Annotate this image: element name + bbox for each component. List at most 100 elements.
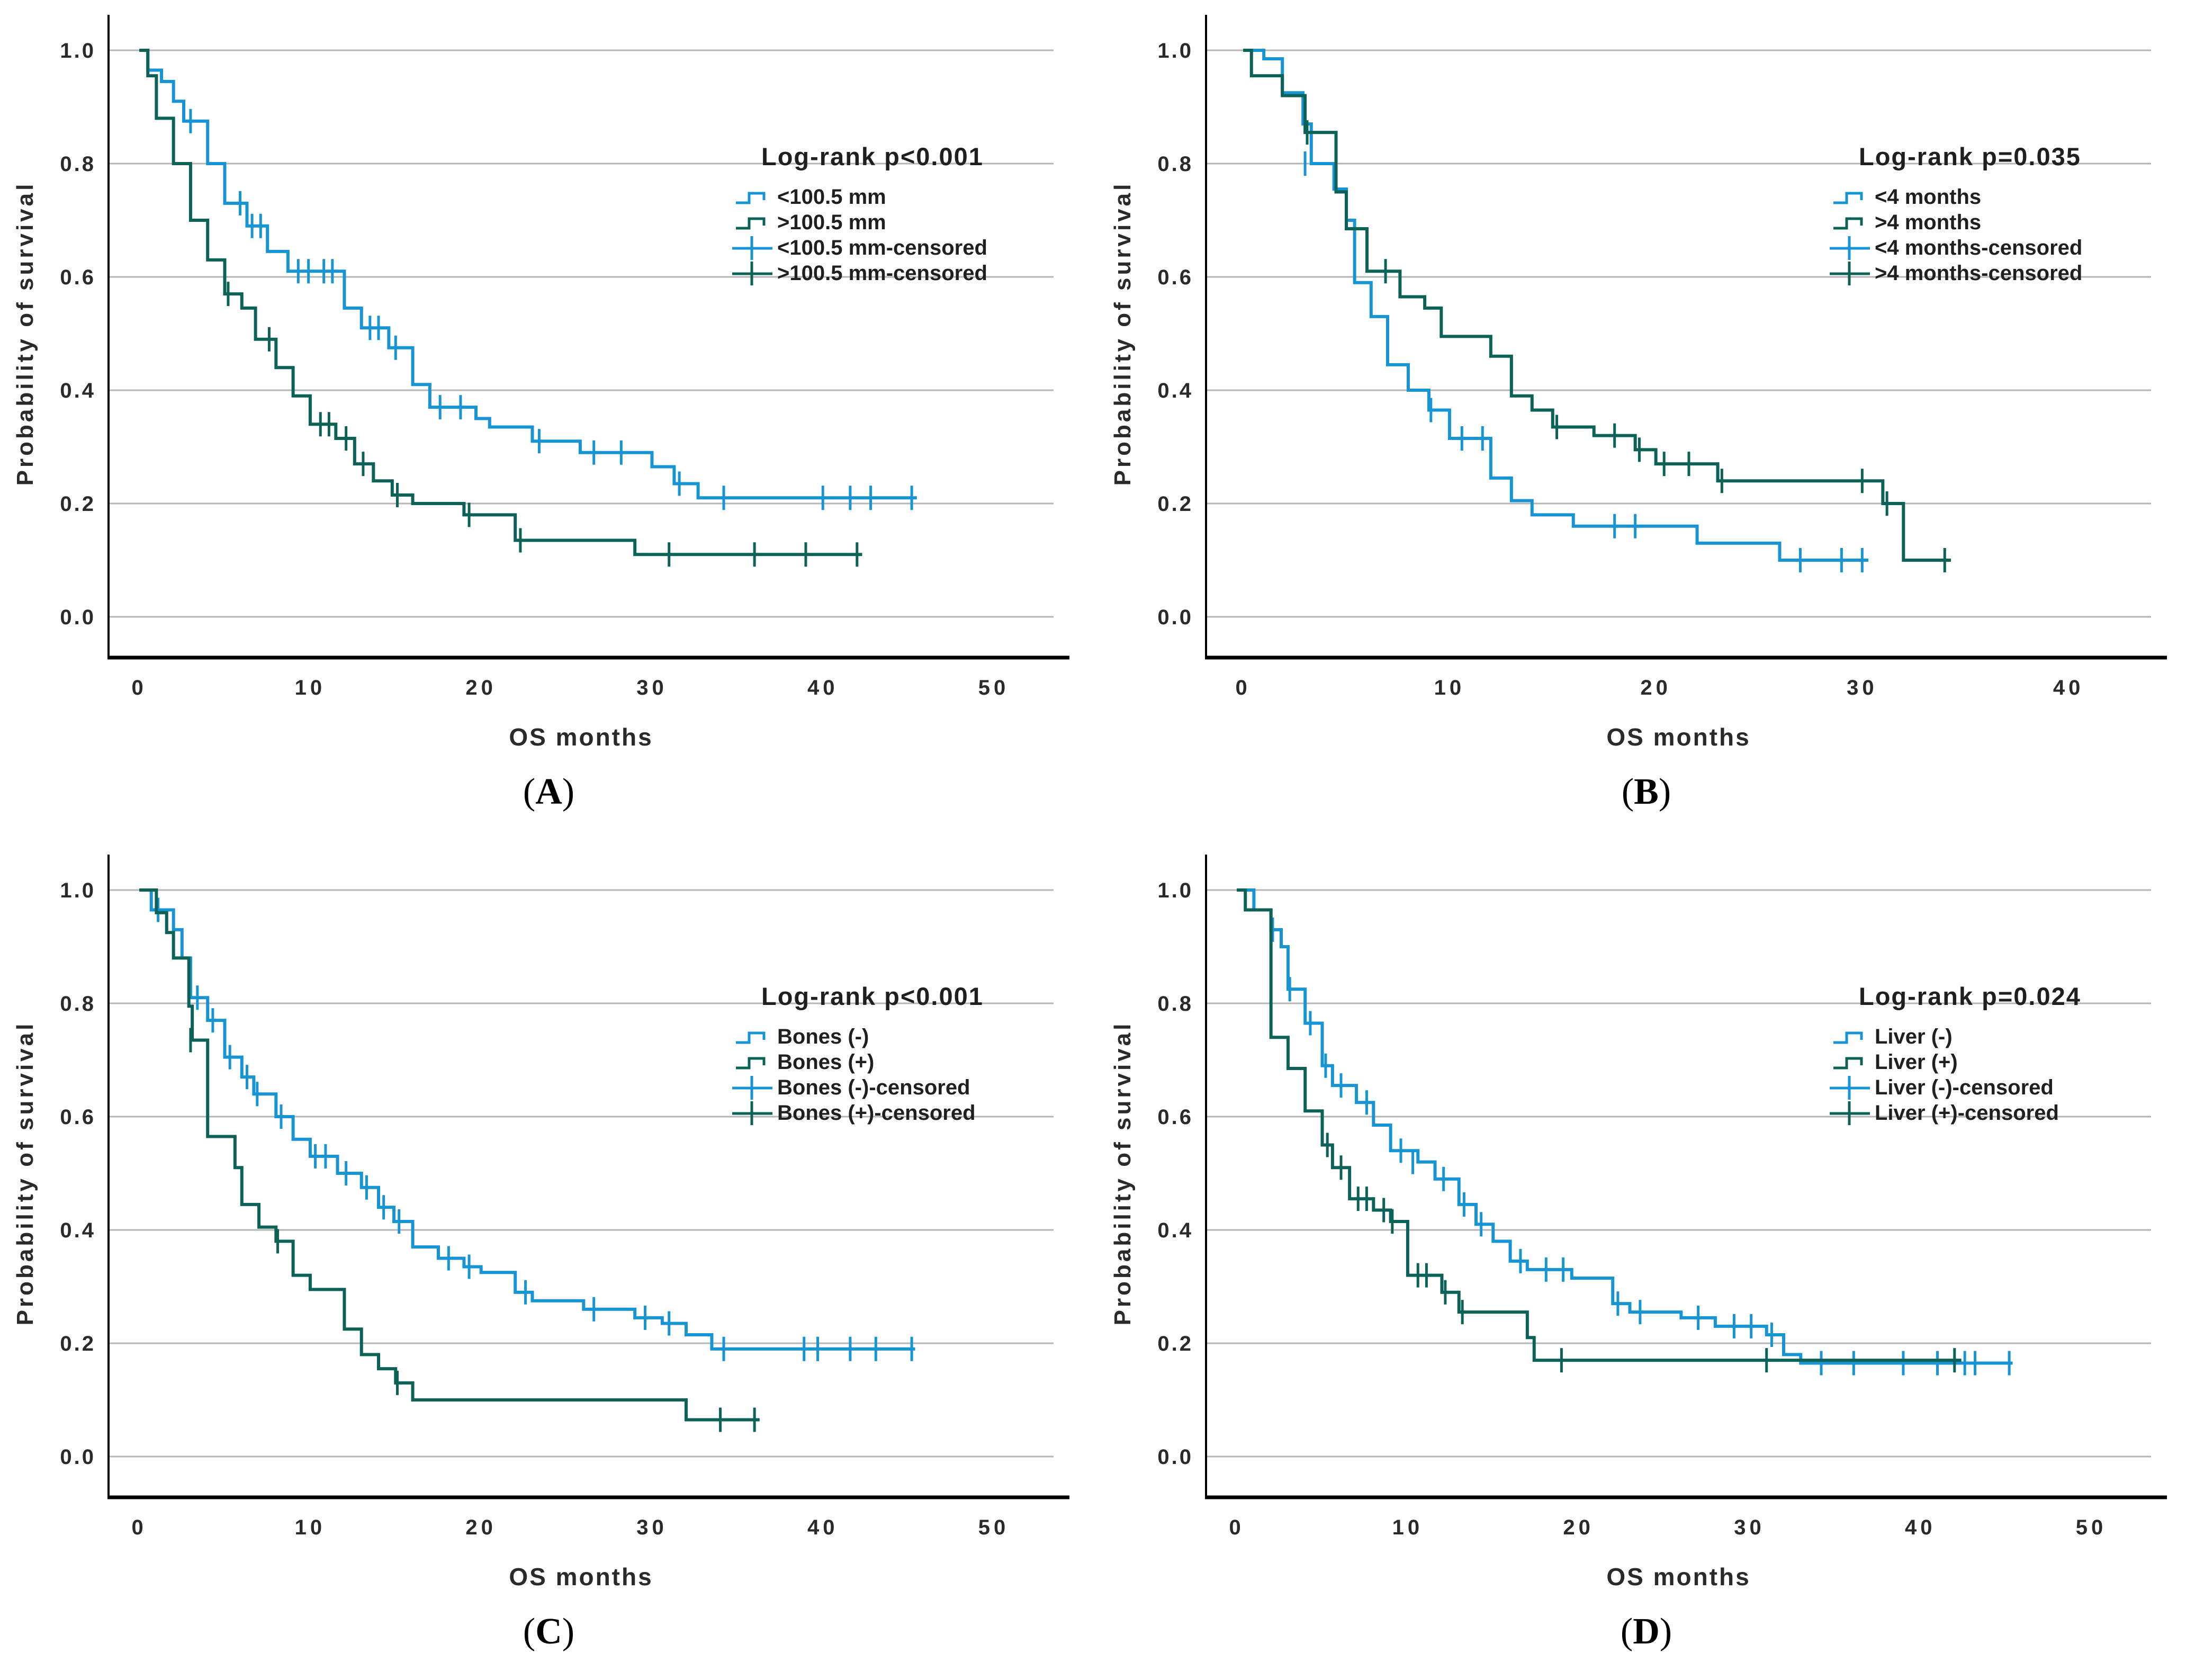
legend-entry: Liver (-)	[1833, 1025, 1953, 1048]
censor-marks-1	[1271, 917, 2011, 1376]
caption-letter: D	[1633, 1611, 1660, 1652]
y-tick-label: 0.4	[60, 379, 96, 402]
panel-caption-A: (A)	[0, 771, 1098, 813]
legend-entry: >100.5 mm-censored	[732, 262, 987, 285]
x-tick-label: 20	[1563, 1516, 1594, 1539]
legend-entry: Bones (+)	[736, 1050, 874, 1074]
y-tick-label: 0.8	[1157, 152, 1193, 176]
y-tick-label: 0.6	[1157, 1106, 1193, 1129]
legend-entry: <4 months-censored	[1830, 236, 2082, 260]
legend-label: Liver (+)	[1875, 1050, 1958, 1074]
gridlines	[1206, 49, 2151, 618]
y-tick-label: 1.0	[1157, 39, 1193, 62]
x-tick-label: 40	[807, 676, 839, 699]
x-axis-title: OS months	[509, 1563, 653, 1591]
caption-close-paren: )	[562, 1611, 575, 1652]
y-axis-tick-labels: 0.0 0.2 0.4 0.6 0.8 1.0	[1157, 39, 1193, 629]
y-axis-tick-labels: 0.0 0.2 0.4 0.6 0.8 1.0	[60, 39, 96, 629]
y-tick-label: 0.0	[60, 1445, 96, 1469]
survival-curve-1	[1237, 888, 2013, 1365]
x-axis-tick-labels: 0 10 20 30 40	[1236, 676, 2084, 699]
survival-curve-2	[1243, 49, 1951, 562]
legend-label: <100.5 mm	[777, 185, 886, 209]
censor-marks-2	[189, 1028, 756, 1432]
legend-label: Liver (-)	[1875, 1025, 1953, 1048]
y-tick-label: 1.0	[60, 39, 96, 62]
legend-label: Liver (+)-censored	[1875, 1101, 2059, 1125]
legend-label: >4 months	[1875, 211, 1981, 234]
censor-marks-2	[1326, 1133, 1956, 1373]
legend-entry: <100.5 mm-censored	[732, 236, 987, 260]
legend-label: Bones (-)	[777, 1025, 869, 1048]
legend-step-line-icon	[1833, 1057, 1863, 1070]
legend-label: Bones (+)	[777, 1050, 874, 1074]
legend-entry: Liver (+)-censored	[1830, 1101, 2059, 1125]
panel-C: 0.0 0.2 0.4 0.6 0.8 1.0 0 10 20 30 40 50 Probability…	[0, 840, 1098, 1680]
y-tick-label: 0.8	[60, 152, 96, 176]
caption-open-paren: (	[523, 1611, 536, 1652]
gridlines	[1206, 889, 2151, 1458]
legend-label: Bones (+)-censored	[777, 1101, 976, 1125]
caption-close-paren: )	[562, 771, 575, 812]
y-tick-label: 0.6	[60, 1106, 96, 1129]
caption-close-paren: )	[1658, 771, 1671, 812]
x-tick-label: 20	[465, 676, 497, 699]
x-tick-label: 50	[978, 676, 1010, 699]
x-tick-label: 0	[131, 676, 147, 699]
x-tick-label: 0	[1236, 676, 1251, 699]
x-tick-label: 10	[295, 676, 326, 699]
x-axis-tick-labels: 0 10 20 30 40 50	[131, 676, 1010, 699]
survival-curve-2	[139, 49, 862, 556]
y-axis-title: Probability of survival	[12, 1021, 38, 1326]
panel-caption-B: (B)	[1098, 771, 2195, 813]
y-tick-label: 0.4	[1157, 379, 1193, 402]
y-tick-label: 0.4	[60, 1219, 96, 1242]
survival-curve-1	[139, 888, 915, 1351]
x-tick-label: 30	[1734, 1516, 1765, 1539]
x-tick-label: 10	[1434, 676, 1465, 699]
x-tick-label: 10	[295, 1516, 326, 1539]
y-tick-label: 0.4	[1157, 1219, 1193, 1242]
legend: Log-rank p<0.001 <100.5 mm>100.5 mm<100.5…	[732, 142, 987, 285]
y-axis-tick-labels: 0.0 0.2 0.4 0.6 0.8 1.0	[60, 879, 96, 1469]
caption-open-paren: (	[523, 771, 536, 812]
y-tick-label: 0.0	[60, 606, 96, 629]
log-rank-p-value: Log-rank p=0.035	[1859, 142, 2081, 170]
x-tick-label: 20	[465, 1516, 497, 1539]
x-tick-label: 20	[1640, 676, 1671, 699]
legend-label: >4 months-censored	[1875, 262, 2082, 285]
y-tick-label: 1.0	[60, 879, 96, 902]
km-chart-C: 0.0 0.2 0.4 0.6 0.8 1.0 0 10 20 30 40 50 Probability…	[12, 855, 1069, 1591]
x-tick-label: 40	[1905, 1516, 1936, 1539]
y-tick-label: 0.6	[60, 266, 96, 289]
x-tick-label: 50	[2076, 1516, 2107, 1539]
x-tick-label: 30	[1847, 676, 1878, 699]
km-chart-D: 0.0 0.2 0.4 0.6 0.8 1.0 0 10 20 30 40 50 Probability…	[1110, 855, 2167, 1591]
y-tick-label: 0.8	[1157, 992, 1193, 1016]
legend-label: Bones (-)-censored	[777, 1076, 970, 1099]
survival-curve-1	[1243, 49, 1869, 562]
panel-caption-D: (D)	[1098, 1611, 2195, 1653]
legend-entry: <4 months	[1833, 185, 1981, 209]
y-tick-label: 0.8	[60, 992, 96, 1016]
legend-label: >100.5 mm	[777, 211, 886, 234]
x-tick-label: 0	[1229, 1516, 1244, 1539]
legend-entry: >4 months	[1833, 211, 1981, 234]
censor-marks-1	[157, 897, 913, 1361]
x-axis-title: OS months	[1606, 1563, 1750, 1591]
censor-marks-2	[1306, 120, 1946, 572]
gridlines	[109, 49, 1054, 618]
gridlines	[109, 889, 1054, 1458]
y-tick-label: 0.2	[60, 1332, 96, 1355]
survival-curve-2	[139, 888, 760, 1422]
y-tick-label: 1.0	[1157, 879, 1193, 902]
x-axis-title: OS months	[1606, 723, 1750, 751]
x-axis-title: OS months	[509, 723, 653, 751]
y-axis-title: Probability of survival	[1110, 182, 1136, 486]
y-tick-label: 0.2	[1157, 1332, 1193, 1355]
legend-step-line-icon	[736, 1057, 766, 1070]
x-tick-label: 40	[2053, 676, 2084, 699]
